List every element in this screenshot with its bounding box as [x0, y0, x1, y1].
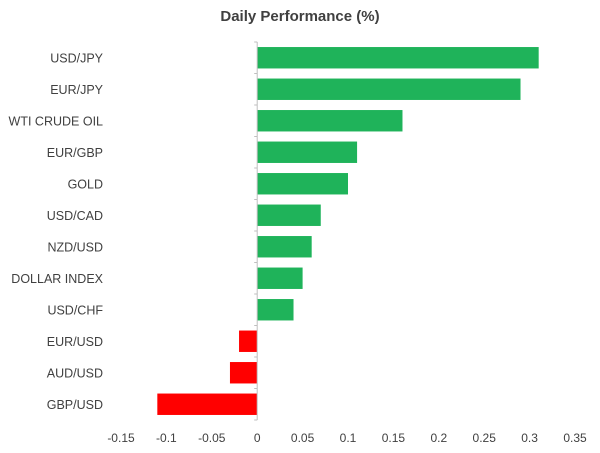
category-label-eur-gbp: EUR/GBP	[47, 146, 103, 160]
bar-wti-crude-oil	[257, 110, 403, 132]
x-tick-label: 0.1	[340, 431, 357, 445]
x-tick-label: 0	[254, 431, 261, 445]
bar-dollar-index	[257, 267, 303, 289]
bar-aud-usd	[229, 362, 258, 384]
bar-usd-jpy	[257, 47, 539, 69]
x-tick-label: -0.1	[156, 431, 177, 445]
category-label-gold: GOLD	[68, 177, 103, 191]
bar-eur-jpy	[257, 78, 521, 100]
category-label-aud-usd: AUD/USD	[47, 366, 103, 380]
x-tick-label: 0.05	[291, 431, 315, 445]
category-label-usd-cad: USD/CAD	[47, 209, 103, 223]
x-tick-label: 0.35	[563, 431, 587, 445]
bar-eur-gbp	[257, 141, 358, 163]
chart-title: Daily Performance (%)	[220, 8, 380, 25]
bar-gbp-usd	[157, 393, 258, 415]
category-label-eur-usd: EUR/USD	[47, 335, 103, 349]
bar-gold	[257, 173, 348, 195]
x-tick-label: 0.2	[430, 431, 447, 445]
bar-eur-usd	[239, 330, 258, 352]
x-tick-label: 0.15	[382, 431, 406, 445]
x-tick-label: -0.05	[198, 431, 226, 445]
bar-usd-cad	[257, 204, 321, 226]
bars-group	[157, 47, 539, 415]
category-label-usd-jpy: USD/JPY	[50, 51, 103, 65]
x-tick-label: 0.3	[521, 431, 538, 445]
category-labels: USD/JPY EUR/JPY WTI CRUDE OIL EUR/GBP GOLD US…	[9, 51, 104, 412]
category-label-usd-chf: USD/CHF	[47, 303, 103, 317]
category-label-nzd-usd: NZD/USD	[47, 240, 103, 254]
x-axis: -0.15 -0.1 -0.05 0 0.05 0.1 0.15 0.2 0.25 0.3 0.35	[107, 41, 587, 445]
category-label-wti-crude-oil: WTI CRUDE OIL	[9, 114, 103, 128]
x-tick-label: -0.15	[107, 431, 135, 445]
bar-nzd-usd	[257, 236, 312, 258]
category-label-dollar-index: DOLLAR INDEX	[11, 272, 103, 286]
category-label-eur-jpy: EUR/JPY	[50, 83, 103, 97]
category-label-gbp-usd: GBP/USD	[47, 398, 103, 412]
bar-usd-chf	[257, 299, 294, 321]
x-tick-label: 0.25	[473, 431, 497, 445]
